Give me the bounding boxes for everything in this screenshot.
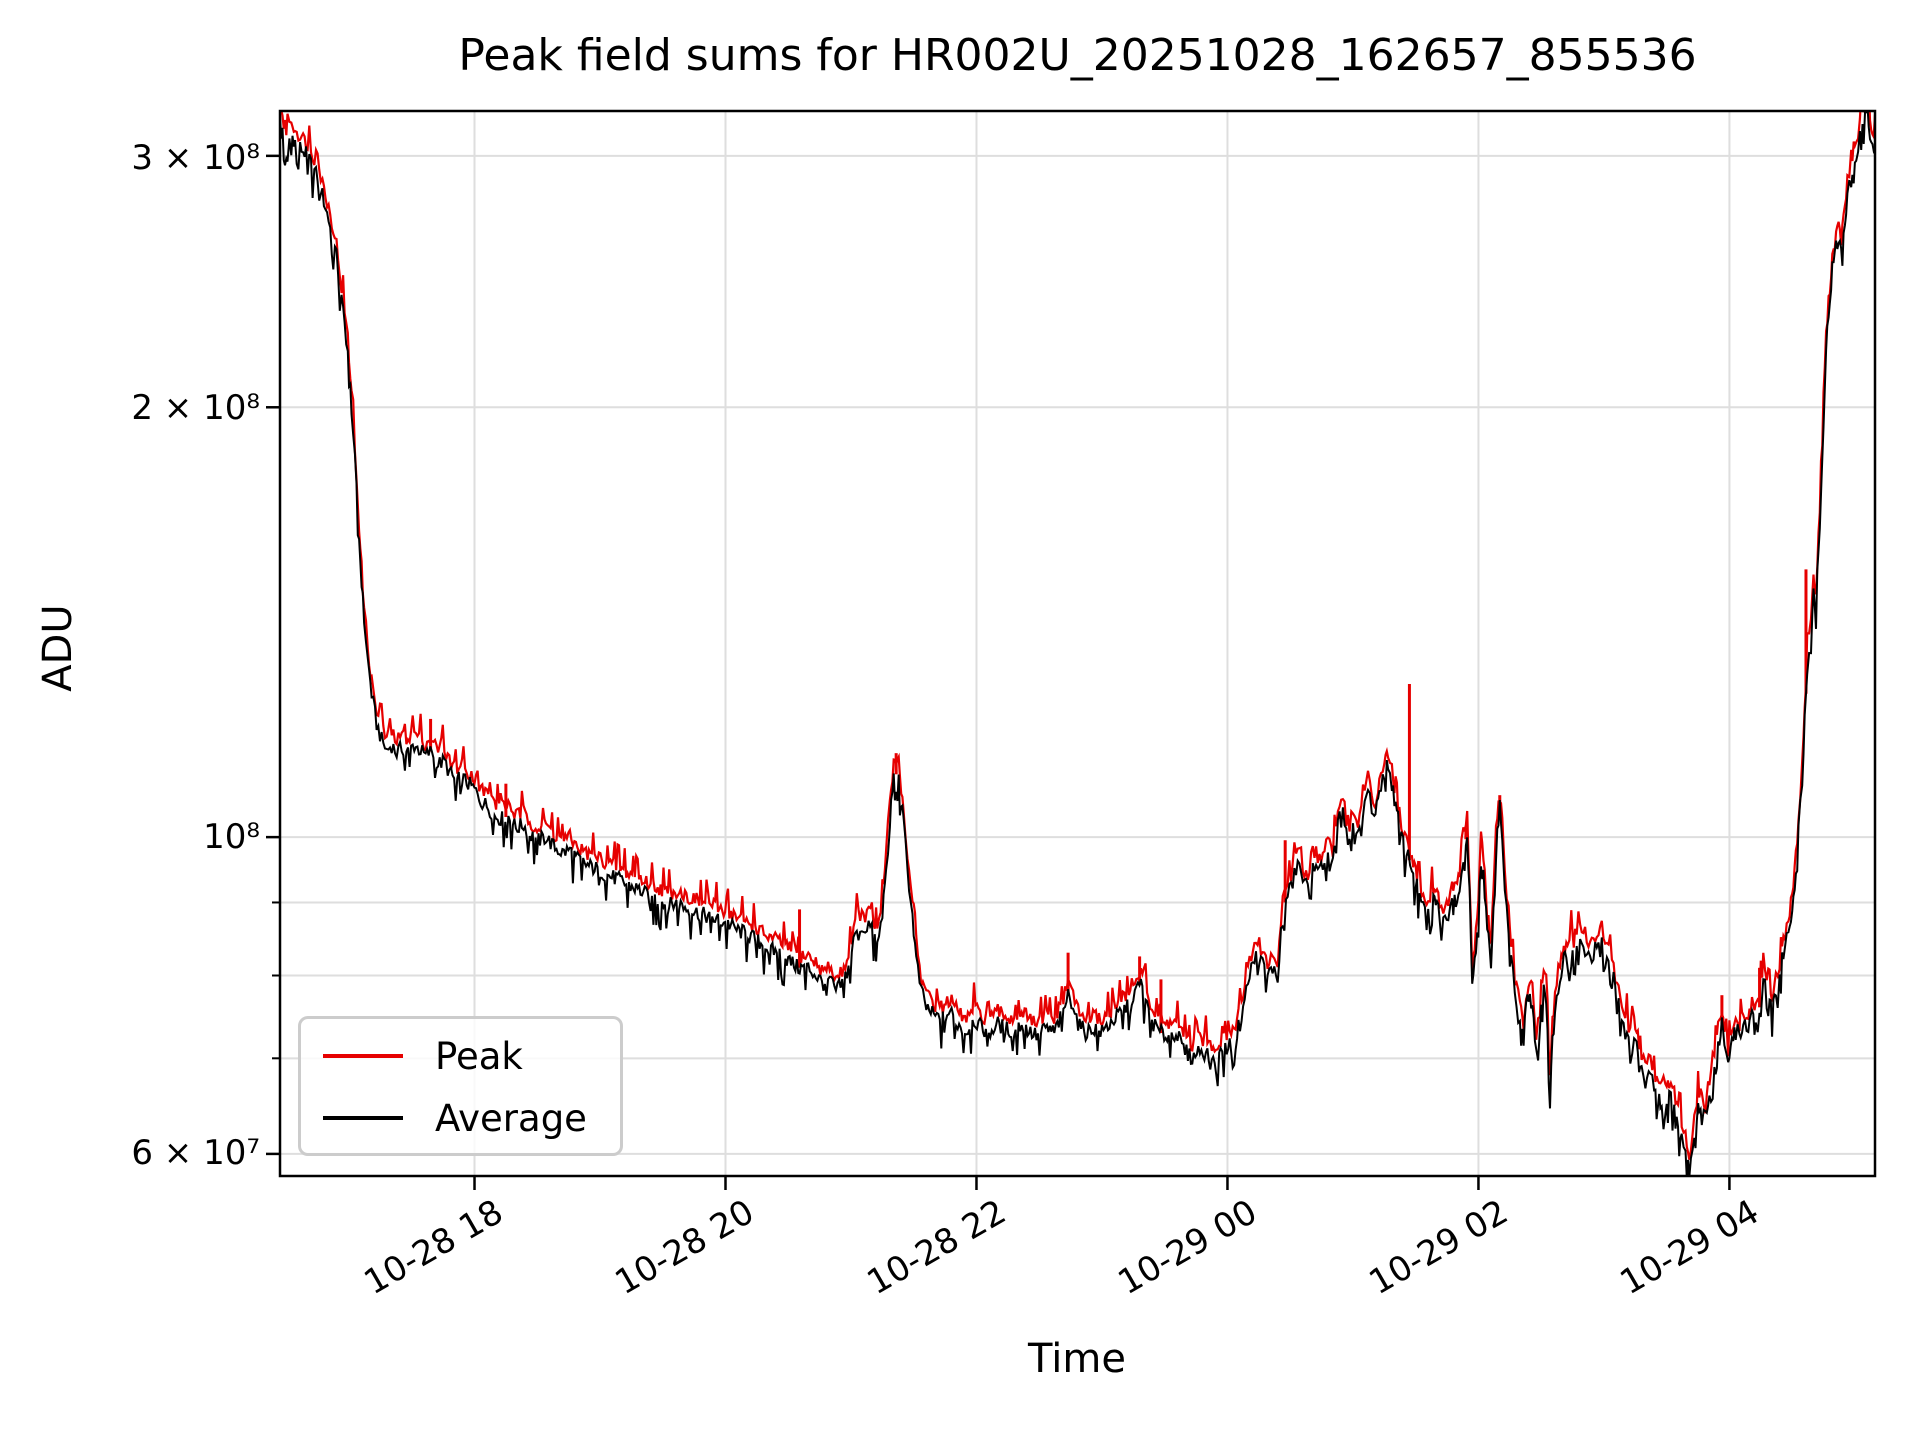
chart-title: Peak field sums for HR002U_20251028_1626… [458,30,1697,81]
y-axis-label: ADU [35,604,81,692]
y-tick-label: 2 × 10⁸ [131,388,260,428]
y-tick-label: 3 × 10⁸ [131,138,260,178]
legend-label-peak: Peak [435,1034,523,1078]
y-tick-label: 10⁸ [203,817,260,857]
peak-line-sample [323,1054,403,1058]
legend: Peak Average [298,1016,623,1156]
legend-entry-peak: Peak [301,1033,620,1079]
x-axis-label: Time [1028,1336,1126,1382]
legend-label-average: Average [435,1096,587,1140]
y-tick-label: 6 × 10⁷ [131,1133,260,1173]
average-line-sample [323,1116,403,1120]
legend-entry-average: Average [301,1095,620,1141]
